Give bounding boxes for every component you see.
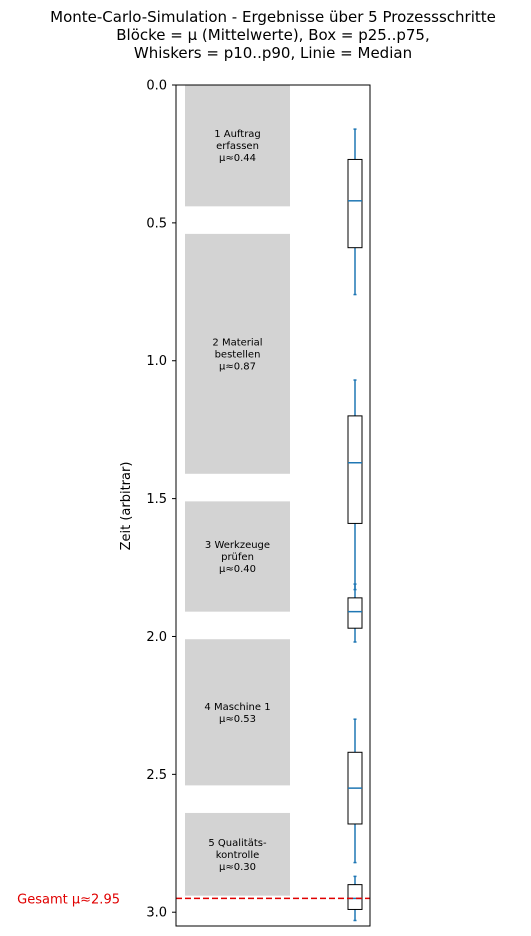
iqr-box [347,884,363,910]
iqr-box [347,597,363,629]
chart-title: Monte-Carlo-Simulation - Ergebnisse über… [50,8,496,62]
y-tick-label: 1.0 [146,354,167,369]
iqr-box [347,415,363,524]
block-label: 5 Qualitäts- [208,838,267,849]
mean-block [185,85,290,207]
plot-frame [175,84,371,927]
box-plots [347,128,363,922]
mean-block [185,501,290,612]
y-tick-label: 2.5 [146,768,167,783]
title-line: Whiskers = p10..p90, Linie = Median [134,44,412,62]
mean-block [185,812,290,896]
block-label: kontrolle [216,850,260,861]
block-label: 2 Material [212,337,262,348]
mean-block [185,233,290,474]
block-label: 1 Auftrag [214,129,261,140]
mean-block [185,639,290,786]
block-label: 4 Maschine 1 [204,702,270,713]
total-mean-label: Gesamt µ≈2.95 [17,892,120,907]
block-label: prüfen [221,552,254,563]
y-axis-label: Zeit (arbitrar) [119,462,134,551]
y-tick-label: 0.5 [146,216,167,231]
block-label: 3 Werkzeuge [205,540,270,551]
iqr-box [347,158,363,249]
block-label: µ≈0.40 [219,564,256,575]
block-label: µ≈0.44 [219,153,256,164]
title-line: Blöcke = µ (Mittelwerte), Box = p25..p75… [116,26,429,44]
title-line: Monte-Carlo-Simulation - Ergebnisse über… [50,8,496,26]
block-label: µ≈0.30 [219,862,256,873]
y-tick-label: 2.0 [146,630,167,645]
block-label: bestellen [215,349,261,360]
total-line-group: Gesamt µ≈2.95 [17,892,370,907]
y-tick-label: 1.5 [146,492,167,507]
block-label: µ≈0.53 [219,714,256,725]
y-axis-ticks: 0.0 0.5 1.0 1.5 2.0 2.5 3.0 [146,79,176,921]
block-label: erfassen [216,141,259,152]
block-label: µ≈0.87 [219,361,256,372]
y-tick-label: 3.0 [146,906,167,921]
y-tick-label: 0.0 [146,79,167,94]
